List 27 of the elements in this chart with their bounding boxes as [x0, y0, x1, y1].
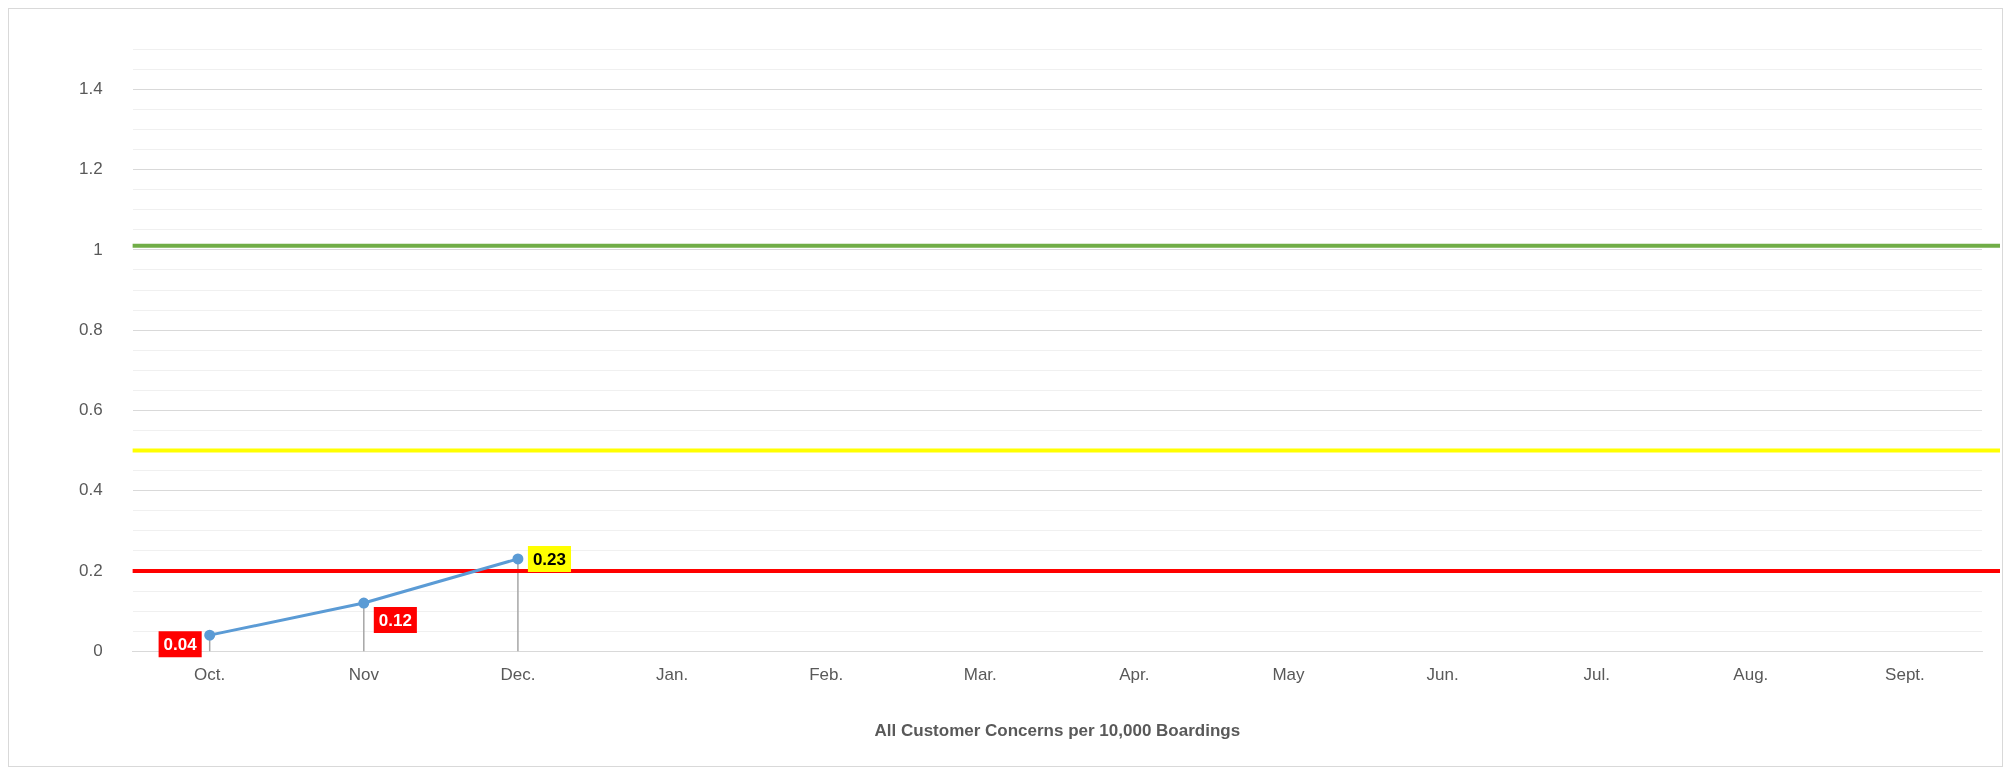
point — [204, 629, 216, 641]
x-axis-title: All Customer Concerns per 10,000 Boardings — [874, 721, 1241, 741]
x-tick-label: Oct. — [194, 665, 226, 685]
y-tick-label: 0.6 — [78, 400, 103, 420]
data-label: 0.12 — [378, 610, 412, 630]
y-tick-label: 1 — [93, 239, 103, 259]
y-tick-label: 0.2 — [78, 560, 103, 580]
y-tick-label: 1.2 — [78, 159, 103, 179]
y-tick-label: 1.4 — [78, 79, 103, 99]
x-tick-label: Jul. — [1583, 665, 1610, 685]
x-tick-label: Aug. — [1733, 665, 1769, 685]
x-tick-label: Sept. — [1885, 665, 1925, 685]
x-tick-label: Apr. — [1119, 665, 1150, 685]
data-label: 0.23 — [532, 549, 567, 569]
y-tick-label: 0.8 — [78, 319, 103, 339]
y-tick-label: 0 — [93, 640, 103, 660]
point — [358, 597, 370, 609]
data-label: 0.04 — [163, 634, 198, 654]
x-tick-label: Jan. — [655, 665, 689, 685]
x-tick-label: Dec. — [500, 665, 536, 685]
x-tick-label: Mar. — [963, 665, 997, 685]
x-tick-label: May — [1272, 665, 1306, 685]
x-tick-label: Nov — [348, 665, 380, 685]
point — [512, 553, 524, 565]
x-tick-label: Feb. — [809, 665, 844, 685]
x-tick-label: Jun. — [1426, 665, 1459, 685]
y-tick-label: 0.4 — [78, 480, 103, 500]
